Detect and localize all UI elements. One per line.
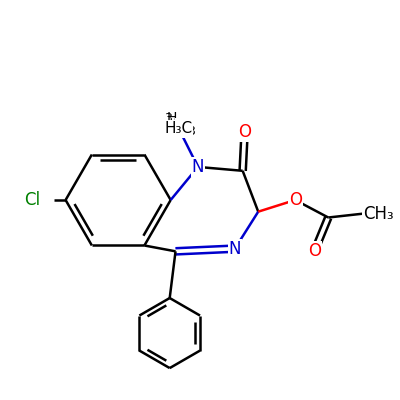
Text: H: H — [166, 111, 176, 125]
Text: CH₃: CH₃ — [363, 205, 394, 223]
Text: N: N — [229, 240, 241, 258]
Text: Cl: Cl — [24, 191, 40, 209]
Text: O: O — [289, 191, 302, 209]
Text: O: O — [308, 242, 321, 260]
Text: 3: 3 — [164, 112, 172, 125]
Text: H₃C: H₃C — [164, 120, 192, 136]
Text: C: C — [176, 119, 187, 137]
Text: N: N — [192, 158, 204, 176]
Text: 3: 3 — [187, 125, 195, 138]
Text: O: O — [238, 123, 251, 141]
